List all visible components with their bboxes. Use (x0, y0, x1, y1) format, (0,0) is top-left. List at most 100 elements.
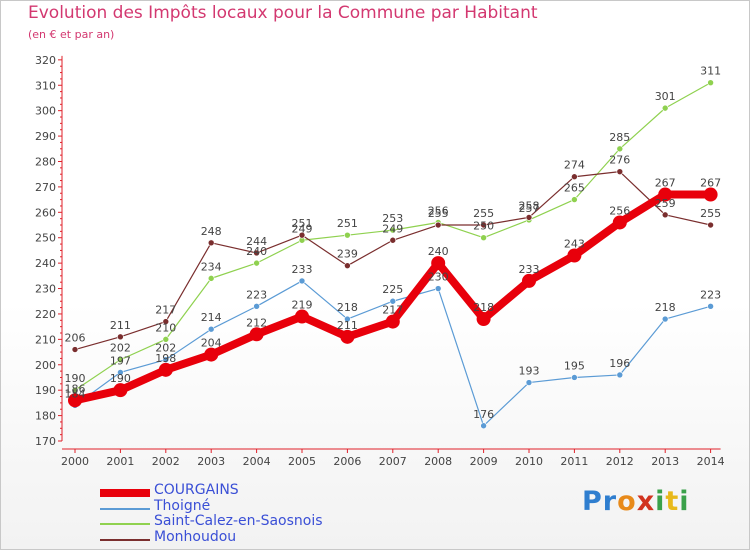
data-label-thoign-: 230 (428, 271, 449, 284)
data-label-courgains: 212 (246, 316, 267, 329)
data-label-monhoudou: 244 (246, 235, 267, 248)
data-label-monhoudou: 255 (700, 207, 721, 220)
chart-subtitle: (en € et par an) (28, 28, 115, 41)
logo-letter: o (617, 486, 637, 517)
x-tick-label: 2000 (61, 455, 89, 468)
data-label-saint-calez-en-saosnois: 257 (519, 202, 540, 215)
data-label-saint-calez-en-saosnois: 249 (292, 222, 313, 235)
data-label-saint-calez-en-saosnois: 285 (609, 131, 630, 144)
data-point-saint-calez-en-saosnois (207, 275, 215, 282)
data-point-saint-calez-en-saosnois (71, 386, 79, 394)
data-label-courgains: 204 (201, 337, 222, 350)
data-point-thoign- (707, 303, 714, 310)
data-label-courgains: 190 (110, 372, 131, 385)
y-tick-label: 180 (35, 410, 56, 423)
x-tick-label: 2014 (697, 455, 725, 468)
data-point-monhoudou (389, 236, 397, 244)
x-tick-label: 2006 (333, 455, 361, 468)
data-label-saint-calez-en-saosnois: 234 (201, 260, 222, 273)
data-label-thoign-: 214 (201, 311, 222, 324)
data-label-thoign-: 184 (65, 387, 86, 400)
logo-letter: i (655, 486, 666, 517)
data-point-courgains (612, 215, 627, 230)
data-label-monhoudou: 274 (564, 159, 585, 172)
x-tick-label: 2010 (515, 455, 543, 468)
data-label-thoign-: 225 (382, 283, 403, 296)
data-label-saint-calez-en-saosnois: 265 (564, 182, 585, 195)
legend-label: Saint-Calez-en-Saosnois (154, 513, 323, 529)
y-tick-label: 300 (35, 105, 56, 118)
y-tick-label: 250 (35, 232, 56, 245)
data-label-monhoudou: 259 (655, 197, 676, 210)
data-label-courgains: 198 (155, 352, 176, 365)
data-label-saint-calez-en-saosnois: 256 (428, 204, 449, 217)
y-tick-label: 240 (35, 257, 56, 270)
data-label-saint-calez-en-saosnois: 301 (655, 90, 676, 103)
data-label-thoign-: 196 (609, 357, 630, 370)
data-point-saint-calez-en-saosnois (344, 231, 351, 239)
data-point-monhoudou (117, 333, 124, 341)
data-point-courgains (249, 327, 264, 342)
data-label-thoign-: 197 (110, 354, 131, 367)
y-tick-label: 320 (35, 54, 56, 67)
data-point-courgains (204, 347, 219, 362)
y-tick-label: 230 (35, 283, 56, 296)
data-label-thoign-: 193 (519, 365, 540, 378)
data-label-courgains: 243 (564, 238, 585, 251)
data-label-thoign-: 233 (292, 263, 313, 276)
data-label-courgains: 256 (609, 204, 630, 217)
data-label-courgains: 211 (337, 319, 358, 332)
data-point-monhoudou (571, 173, 578, 181)
data-point-monhoudou (616, 168, 624, 175)
data-point-monhoudou (162, 318, 170, 325)
data-point-monhoudou (525, 214, 533, 221)
data-point-monhoudou (480, 221, 487, 229)
x-tick-label: 2005 (288, 455, 316, 468)
data-point-monhoudou (207, 239, 215, 247)
logo-letter: x (636, 486, 656, 517)
legend-label: COURGAINS (154, 482, 239, 498)
data-point-monhoudou (344, 262, 351, 269)
data-label-courgains: 233 (519, 263, 540, 276)
data-point-monhoudou (253, 249, 260, 257)
data-label-monhoudou: 255 (428, 207, 449, 220)
data-point-thoign- (389, 297, 397, 305)
logo-letter: P (582, 486, 603, 517)
data-label-thoign-: 223 (700, 288, 721, 301)
data-label-saint-calez-en-saosnois: 251 (337, 217, 358, 230)
data-point-thoign- (480, 422, 487, 430)
data-point-saint-calez-en-saosnois (571, 196, 578, 203)
data-label-thoign-: 202 (155, 342, 176, 355)
data-label-monhoudou: 258 (519, 199, 540, 212)
logo-letter: t (665, 486, 680, 517)
data-point-courgains (567, 248, 582, 263)
data-label-courgains: 267 (700, 177, 721, 190)
y-tick-label: 210 (35, 333, 56, 346)
x-tick-label: 2007 (379, 455, 407, 468)
data-point-monhoudou (707, 221, 714, 229)
data-point-courgains (340, 329, 355, 344)
data-label-monhoudou: 217 (155, 304, 176, 317)
y-tick-label: 260 (35, 206, 56, 219)
y-tick-label: 290 (35, 130, 56, 143)
data-point-saint-calez-en-saosnois (661, 104, 669, 112)
data-point-saint-calez-en-saosnois (707, 79, 714, 87)
legend-label: Monhoudou (154, 528, 237, 545)
x-tick-label: 2003 (197, 455, 225, 468)
data-point-thoign- (344, 315, 351, 323)
chart-title: Evolution des Impôts locaux pour la Comm… (28, 3, 538, 23)
data-label-monhoudou: 248 (201, 225, 222, 238)
x-tick-label: 2001 (106, 455, 134, 468)
x-tick-label: 2004 (243, 455, 271, 468)
data-label-saint-calez-en-saosnois: 210 (155, 321, 176, 334)
data-point-courgains (68, 393, 82, 408)
y-tick-label: 200 (35, 359, 56, 372)
y-tick-label: 220 (35, 308, 56, 321)
y-tick-label: 270 (35, 181, 56, 194)
data-point-saint-calez-en-saosnois (480, 234, 487, 242)
data-point-courgains (113, 383, 128, 398)
y-tick-label: 310 (35, 79, 56, 92)
data-label-thoign-: 223 (246, 288, 267, 301)
x-tick-label: 2009 (470, 455, 498, 468)
